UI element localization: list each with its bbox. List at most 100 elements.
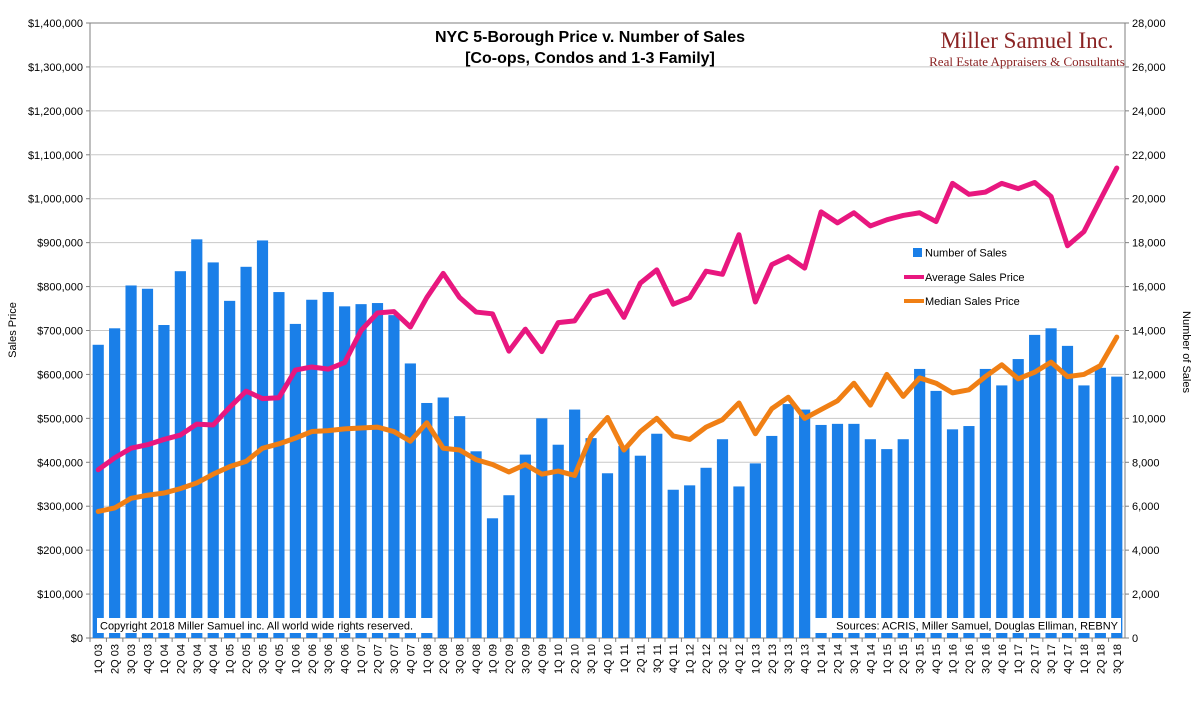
line-series	[95, 165, 1120, 514]
x-tick-label-1q-14: 1Q 14	[816, 644, 828, 674]
left-tick-label: $1,000,000	[28, 194, 83, 206]
bar-number-of-sales-2q-04	[174, 271, 186, 638]
x-tick-label-2q-12: 2Q 12	[701, 644, 713, 674]
x-tick-label-2q-16: 2Q 16	[964, 644, 976, 674]
y-axis-right-label: Number of Sales	[1180, 311, 1192, 393]
x-tick-label-3q-07: 3Q 07	[389, 644, 401, 674]
bar-number-of-sales-1q-15	[881, 449, 893, 638]
bar-number-of-sales-4q-11	[667, 489, 679, 638]
left-tick-label: $1,400,000	[28, 18, 83, 30]
x-tick-label-1q-04: 1Q 04	[159, 644, 171, 674]
x-tick-label-4q-10: 4Q 10	[603, 644, 615, 674]
right-tick-label: 26,000	[1132, 62, 1166, 74]
left-tick-label: $300,000	[37, 501, 83, 513]
x-tick-label-1q-05: 1Q 05	[225, 644, 237, 674]
bar-number-of-sales-1q-14	[815, 424, 827, 638]
bar-number-of-sales-3q-06	[322, 292, 334, 638]
bar-number-of-sales-2q-13	[766, 435, 778, 638]
legend: Number of Sales Average Sales Price Medi…	[904, 248, 1024, 308]
legend-label-number-of-sales: Number of Sales	[925, 248, 1007, 260]
bar-number-of-sales-3q-07	[388, 315, 400, 638]
left-tick-label: $800,000	[37, 282, 83, 294]
right-tick-label: 18,000	[1132, 238, 1166, 250]
bar-number-of-sales-3q-09	[519, 454, 531, 638]
x-tick-label-4q-16: 4Q 16	[997, 644, 1009, 674]
x-tick-label-3q-13: 3Q 13	[783, 644, 795, 674]
bar-number-of-sales-3q-04	[191, 239, 203, 639]
bar-number-of-sales-2q-11	[634, 455, 646, 638]
left-tick-label: $100,000	[37, 589, 83, 601]
left-tick-label: $400,000	[37, 457, 83, 469]
x-tick-label-2q-06: 2Q 06	[307, 644, 319, 674]
copyright-text: Copyright 2018 Miller Samuel inc. All wo…	[100, 621, 413, 633]
bar-number-of-sales-1q-04	[158, 325, 170, 638]
brand-name: Miller Samuel Inc.	[940, 28, 1113, 53]
x-tick-label-3q-12: 3Q 12	[718, 644, 730, 674]
left-tick-label: $500,000	[37, 413, 83, 425]
bar-number-of-sales-1q-09	[486, 518, 499, 638]
x-tick-label-4q-03: 4Q 03	[143, 644, 155, 674]
x-tick-label-2q-08: 2Q 08	[438, 644, 450, 674]
right-tick-label: 24,000	[1132, 106, 1166, 118]
x-tick-label-2q-07: 2Q 07	[373, 644, 385, 674]
bar-number-of-sales-3q-11	[651, 433, 663, 638]
bar-number-of-sales-3q-03	[125, 285, 137, 638]
legend-label-average-price: Average Sales Price	[925, 272, 1024, 284]
bar-number-of-sales-4q-13	[799, 409, 811, 638]
x-tick-label-1q-03: 1Q 03	[93, 644, 105, 674]
left-tick-label: $900,000	[37, 238, 83, 250]
right-tick-label: 20,000	[1132, 194, 1166, 206]
bar-number-of-sales-1q-10	[552, 444, 564, 638]
x-tick-label-4q-09: 4Q 09	[537, 644, 549, 674]
bar-number-of-sales-4q-05	[273, 292, 285, 638]
left-tick-label: $0	[71, 633, 83, 645]
x-tick-label-2q-18: 2Q 18	[1095, 644, 1107, 674]
right-tick-label: 16,000	[1132, 282, 1166, 294]
right-axis: 0 2,000 4,000 6,000 8,000 10,000 12,000 14,000 1…	[1125, 18, 1166, 645]
x-tick-label-2q-05: 2Q 05	[241, 644, 253, 674]
bar-number-of-sales-2q-10	[569, 409, 581, 638]
left-tick-label: $700,000	[37, 326, 83, 338]
x-tick-label-1q-08: 1Q 08	[422, 644, 434, 674]
bar-number-of-sales-4q-09	[536, 418, 548, 638]
x-tick-label-2q-10: 2Q 10	[570, 644, 582, 674]
bar-number-of-sales-3q-10	[585, 438, 597, 638]
x-tick-label-2q-13: 2Q 13	[767, 644, 779, 674]
line-median-sales-price	[95, 334, 1120, 514]
bar-number-of-sales-3q-16	[979, 368, 991, 638]
x-tick-label-4q-17: 4Q 17	[1063, 644, 1075, 674]
bar-number-of-sales-3q-08	[454, 416, 466, 638]
bar-number-of-sales-3q-15	[914, 368, 926, 638]
bar-number-of-sales-2q-15	[897, 439, 909, 638]
x-tick-label-4q-07: 4Q 07	[405, 644, 417, 674]
sources-text: Sources: ACRIS, Miller Samuel, Douglas E…	[836, 621, 1118, 633]
bar-number-of-sales-1q-18	[1078, 385, 1090, 638]
bar-number-of-sales-3q-13	[782, 404, 794, 638]
x-tick-label-3q-18: 3Q 18	[1112, 644, 1124, 674]
right-tick-label: 10,000	[1132, 413, 1166, 425]
x-tick-label-1q-06: 1Q 06	[290, 644, 302, 674]
x-tick-label-4q-14: 4Q 14	[865, 644, 877, 674]
bar-number-of-sales-1q-13	[749, 463, 761, 638]
bar-number-of-sales-4q-03	[141, 288, 154, 638]
x-tick-label-4q-15: 4Q 15	[931, 644, 943, 674]
x-tick-label-1q-11: 1Q 11	[619, 644, 631, 673]
x-tick-label-1q-13: 1Q 13	[750, 644, 762, 674]
x-tick-label-4q-13: 4Q 13	[800, 644, 812, 674]
right-tick-label: 14,000	[1132, 326, 1166, 338]
x-tick-label-2q-14: 2Q 14	[833, 644, 845, 674]
x-tick-label-2q-03: 2Q 03	[110, 644, 122, 674]
bar-number-of-sales-1q-17	[1012, 359, 1024, 638]
bar-number-of-sales-1q-16	[946, 429, 959, 638]
x-tick-label-1q-17: 1Q 17	[1013, 644, 1025, 674]
x-tick-label-3q-05: 3Q 05	[258, 644, 270, 674]
x-tick-label-3q-10: 3Q 10	[586, 644, 598, 674]
bar-number-of-sales-2q-18	[1094, 367, 1106, 638]
right-tick-label: 6,000	[1132, 501, 1160, 513]
bar-number-of-sales-4q-08	[470, 451, 482, 638]
right-tick-label: 2,000	[1132, 589, 1160, 601]
bar-number-of-sales-4q-12	[733, 486, 745, 638]
x-tick-label-1q-18: 1Q 18	[1079, 644, 1091, 674]
